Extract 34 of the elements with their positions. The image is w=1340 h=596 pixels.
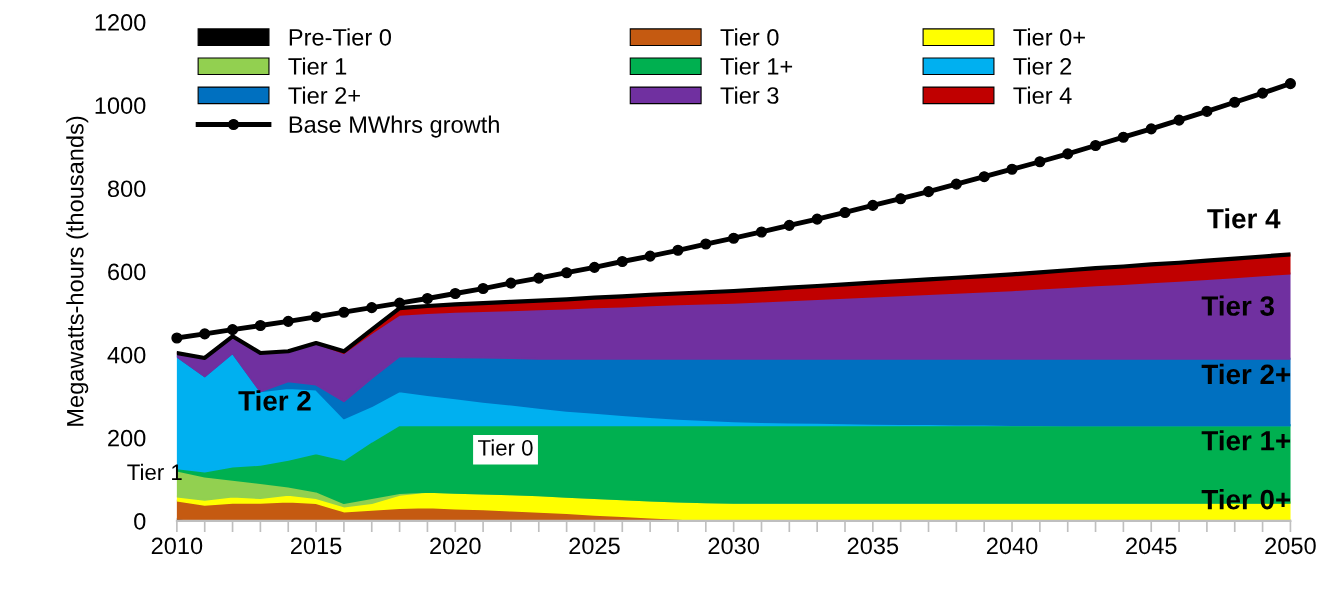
annotation: Tier 1+ [1201, 430, 1291, 451]
legend-label: Tier 4 [1013, 86, 1072, 104]
x-tick-label: 2025 [569, 537, 620, 555]
x-tick-label: 2015 [291, 537, 342, 555]
annotation: Tier 2 [238, 390, 311, 411]
y-tick-label: 1000 [95, 97, 146, 114]
y-tick-label: 400 [107, 346, 146, 364]
legend-label: Tier 2 [1013, 57, 1072, 75]
x-tick-label: 2050 [1265, 537, 1316, 555]
legend-label: Tier 2+ [288, 86, 360, 104]
annotation: Tier 4 [1207, 208, 1281, 229]
legend-label: Pre-Tier 0 [289, 28, 391, 46]
annotation: Tier 1 [127, 463, 182, 481]
annotation: Tier 2+ [1201, 363, 1291, 385]
y-axis-title: Megawatts-hours (thousands) [66, 116, 89, 426]
y-tick-label: 200 [108, 429, 146, 447]
annotation: Tier 3 [1201, 295, 1274, 316]
legend-label: Tier 0+ [1013, 28, 1085, 46]
y-tick-label: 0 [134, 512, 146, 530]
annotation: Tier 0 [478, 439, 533, 456]
y-tick-label: 1200 [95, 14, 146, 31]
x-tick-label: 2035 [847, 537, 899, 555]
x-tick-label: 2030 [708, 537, 759, 555]
x-tick-label: 2020 [430, 537, 481, 555]
x-tick-label: 2010 [151, 537, 203, 555]
x-tick-label: 2040 [986, 537, 1038, 555]
y-tick-label: 600 [108, 263, 146, 281]
legend-label: Tier 1 [288, 57, 347, 75]
legend-label: Tier 0 [720, 28, 779, 46]
legend-label: Tier 3 [720, 86, 779, 104]
legend-label: Tier 1+ [720, 57, 793, 75]
y-tick-label: 800 [107, 180, 146, 198]
x-tick-label: 2045 [1126, 537, 1177, 555]
legend-label: Base MWhrs growth [289, 115, 499, 138]
